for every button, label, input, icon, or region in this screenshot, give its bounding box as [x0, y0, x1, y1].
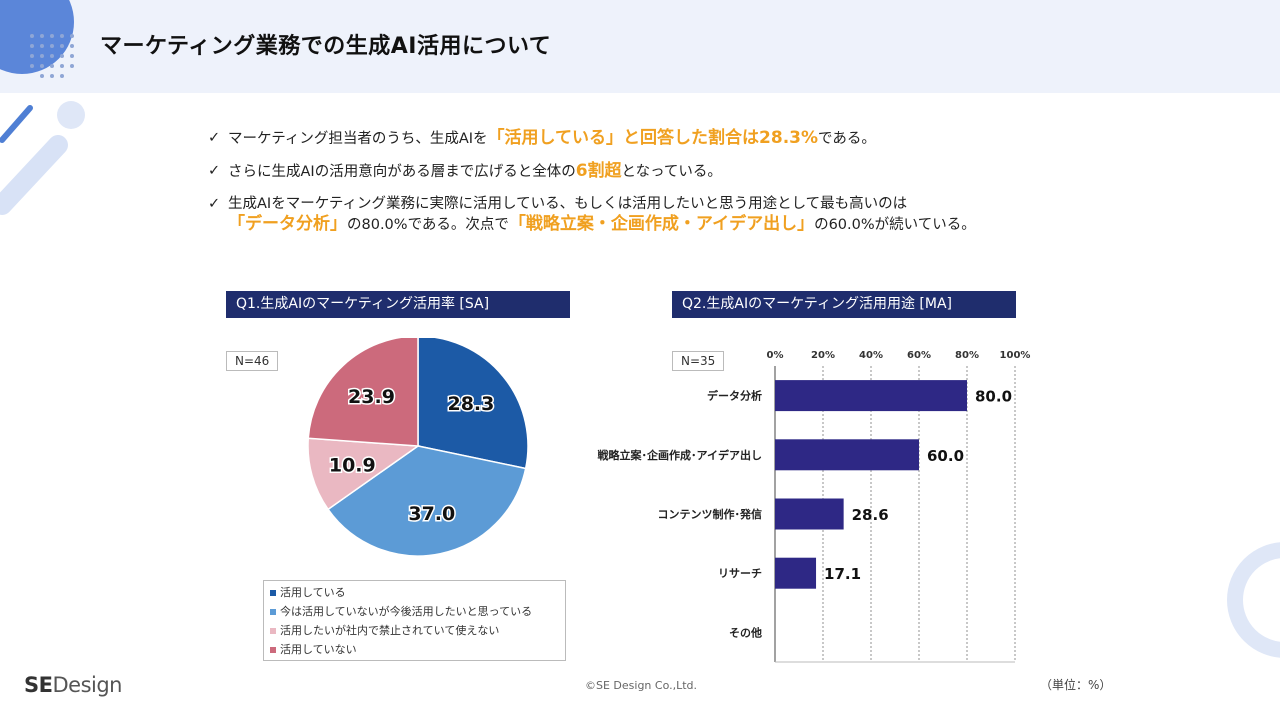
- x-tick-label: 20%: [811, 350, 835, 361]
- legend-item: 活用している: [270, 583, 559, 602]
- bar: [775, 439, 919, 471]
- legend-item: 活用していない: [270, 640, 559, 659]
- check-icon: ✓: [208, 196, 221, 212]
- check-icon: ✓: [208, 130, 221, 146]
- pie-slice: [307, 338, 419, 447]
- pie-slice: [327, 445, 527, 557]
- pie-data-label: 23.9: [348, 386, 395, 408]
- category-label: コンテンツ制作･発信: [658, 507, 763, 521]
- pie-data-label: 37.0: [408, 503, 455, 525]
- pie-data-label: 28.3: [447, 393, 494, 415]
- summary-bullets: ✓ マーケティング担当者のうち、生成AIを「活用している」と回答した割合は28.…: [208, 128, 976, 247]
- bullet-highlight: 「データ分析」: [228, 214, 347, 234]
- pie-slice: [417, 338, 529, 470]
- pie-chart: 28.3 37.0 10.9 23.9: [307, 338, 529, 557]
- bar: [775, 498, 844, 530]
- q2-header: Q2.生成AIのマーケティング活用用途 [MA]: [672, 291, 1016, 318]
- pie-legend: 活用している今は活用していないが今後活用したいと思っている 活用したいが社内で禁止…: [263, 580, 566, 661]
- bullet-highlight: 「活用している」と回答した割合は28.3%: [487, 128, 819, 148]
- bar: [775, 380, 967, 412]
- q1-n-label: N=46: [226, 351, 279, 371]
- x-tick-label: 0%: [767, 350, 784, 361]
- copyright: ©SE Design Co.,Ltd.: [585, 679, 698, 692]
- q2-n-label: N=35: [672, 351, 725, 371]
- bar-value-label: 17.1: [824, 565, 861, 583]
- decorative-shapes: [0, 0, 85, 215]
- check-icon: ✓: [208, 163, 221, 179]
- bar-value-label: 60.0: [927, 447, 964, 465]
- bullet-text: 生成AIをマーケティング業務に実際に活用している、もしくは活用したいと思う用途と…: [228, 196, 908, 212]
- pie-slice: [307, 437, 421, 511]
- legend-label: 活用したいが社内で禁止されていて使えない: [280, 624, 500, 637]
- category-label: その他: [729, 625, 762, 639]
- unit-label: （単位：%）: [1040, 678, 1112, 692]
- bullet-text: の60.0%が続いている。: [814, 217, 976, 233]
- category-label: 戦略立案･企画作成･アイデア出し: [598, 448, 762, 462]
- x-tick-label: 80%: [955, 350, 979, 361]
- bullet-text: さらに生成AIの活用意向がある層まで広げると全体の: [228, 164, 576, 180]
- legend-label: 活用している: [280, 586, 346, 599]
- legend-item: 活用したいが社内で禁止されていて使えない: [270, 621, 559, 640]
- header-band: [0, 0, 1280, 93]
- legend-label: 今は活用していないが今後活用したいと思っている: [280, 605, 533, 618]
- legend-swatch: [270, 647, 276, 653]
- bullet-highlight: 「戦略立案・企画作成・アイデア出し」: [508, 214, 815, 234]
- page-title: マーケティング業務での生成AI活用について: [100, 34, 552, 59]
- bullet-text: である。: [818, 131, 876, 147]
- bullet-3: ✓ 生成AIをマーケティング業務に実際に活用している、もしくは活用したいと思う用…: [208, 194, 976, 235]
- company-logo: SEDesign: [24, 673, 122, 697]
- bullet-text: マーケティング担当者のうち、生成AIを: [228, 131, 488, 147]
- q1-header: Q1.生成AIのマーケティング活用率 [SA]: [226, 291, 570, 318]
- bar-value-label: 80.0: [975, 388, 1012, 406]
- bar: [775, 557, 817, 589]
- legend-swatch: [270, 609, 276, 615]
- x-tick-label: 60%: [907, 350, 931, 361]
- category-label: リサーチ: [718, 567, 762, 580]
- legend-label: 活用していない: [280, 643, 357, 656]
- bullet-text: の80.0%である。次点で: [347, 217, 509, 233]
- legend-swatch: [270, 628, 276, 634]
- bullet-2: ✓ さらに生成AIの活用意向がある層まで広げると全体の6割超となっている。: [208, 161, 976, 182]
- bullet-text: となっている。: [621, 164, 722, 180]
- x-tick-label: 100%: [1000, 350, 1031, 361]
- legend-swatch: [270, 590, 276, 596]
- bullet-highlight: 6割超: [575, 161, 622, 181]
- legend-item: 今は活用していないが今後活用したいと思っている: [270, 602, 559, 621]
- pie-data-label: 10.9: [329, 454, 376, 476]
- decorative-ring: [1227, 542, 1280, 658]
- bar-value-label: 28.6: [852, 506, 889, 524]
- bullet-1: ✓ マーケティング担当者のうち、生成AIを「活用している」と回答した割合は28.…: [208, 128, 976, 149]
- category-label: データ分析: [707, 389, 762, 403]
- x-tick-label: 40%: [859, 350, 883, 361]
- bar-chart: 0% 20% 40% 60% 80% 100% データ分析 80.0 戦略立案･企画作成･アイデ…: [598, 350, 1031, 663]
